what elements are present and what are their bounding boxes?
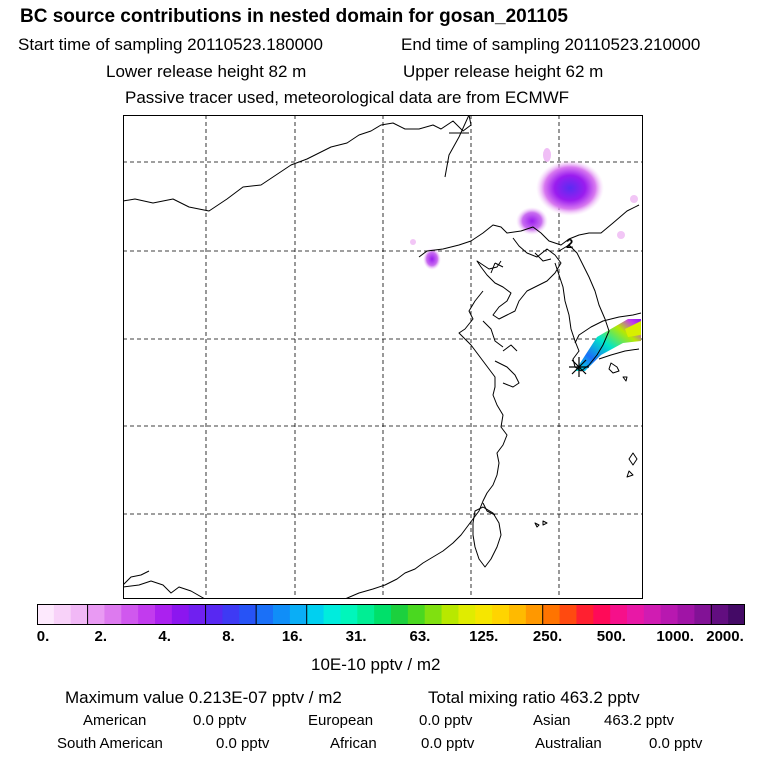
colorbar-cell [104, 604, 122, 625]
colorbar-tick-label: 31. [345, 628, 367, 645]
colorbar-cell [171, 604, 190, 625]
south-american-value: 0.0 pptv [216, 735, 270, 752]
colorbar-cell [323, 604, 341, 625]
south-american-label: South American [57, 735, 163, 752]
colorbar-cell [576, 604, 594, 625]
lower-release-label: Lower release height 82 m [106, 62, 307, 81]
colorbar-tick-label: 125. [469, 628, 499, 645]
colorbar-cell [188, 604, 207, 625]
african-value: 0.0 pptv [421, 735, 475, 752]
colorbar-cell [643, 604, 662, 625]
colorbar-cell [70, 604, 89, 625]
colorbar-cell [525, 604, 544, 625]
colorbar-cell [306, 604, 325, 625]
colorbar-tick-label: 8. [222, 628, 235, 645]
coastline [123, 115, 642, 599]
colorbar-cell [289, 604, 308, 625]
australian-label: Australian [535, 735, 602, 752]
colorbar-cell [53, 604, 72, 625]
colorbar-cell [273, 604, 291, 625]
colorbar-cell [559, 604, 577, 625]
colorbar-cell [121, 604, 139, 625]
colorbar-tick-label: 2000. [706, 628, 744, 645]
colorbar-cell [87, 604, 105, 625]
colorbar-cell [340, 604, 358, 625]
colorbar-tick-label: 2. [94, 628, 108, 645]
colorbar-cell [407, 604, 426, 625]
colorbar-cell [374, 604, 392, 625]
total-mixing-ratio: Total mixing ratio 463.2 pptv [428, 688, 640, 707]
colorbar-cell [475, 604, 493, 625]
colorbar-cell [677, 604, 695, 625]
colorbar-tick-label: 16. [281, 628, 303, 645]
start-time-label: Start time of sampling 20110523.180000 [18, 35, 323, 54]
colorbar-cell [660, 604, 679, 625]
colorbar-tick-label: 63. [409, 628, 431, 645]
african-label: African [330, 735, 377, 752]
colorbar-cell [37, 604, 55, 625]
colorbar-cell [424, 604, 443, 625]
european-label: European [308, 712, 374, 729]
receptor-marker [569, 357, 589, 377]
colorbar-tick-label: 250. [532, 628, 563, 645]
colorbar-cell [509, 604, 527, 625]
american-label: American [83, 712, 147, 729]
colorbar-cell [391, 604, 409, 625]
european-value: 0.0 pptv [419, 712, 473, 729]
colorbar-cell [627, 604, 645, 625]
colorbar-tick-label: 0. [36, 628, 50, 645]
marker-label: 2 [566, 236, 573, 251]
colorbar-cell [694, 604, 712, 625]
plot-title: BC source contributions in nested domain… [20, 6, 568, 27]
colorbar-cell [610, 604, 628, 625]
colorbar-cell [492, 604, 510, 625]
tracer-note: Passive tracer used, meteorological data… [125, 88, 570, 107]
colorbar-cell [155, 604, 173, 625]
american-value: 0.0 pptv [193, 712, 247, 729]
colorbar-tick-label: 500. [596, 628, 626, 645]
end-time-label: End time of sampling 20110523.210000 [401, 35, 701, 54]
colorbar-cell [593, 604, 611, 625]
asian-value: 463.2 pptv [604, 712, 675, 729]
max-value-label: Maximum value 0.213E-07 pptv / m2 [65, 688, 342, 707]
australian-value: 0.0 pptv [649, 735, 703, 752]
colorbar-cell [239, 604, 257, 625]
colorbar-unit: 10E-10 pptv / m2 [311, 655, 441, 674]
colorbar [37, 604, 745, 625]
colorbar-cell [441, 604, 459, 625]
asian-label: Asian [533, 712, 571, 729]
colorbar-cell [458, 604, 476, 625]
colorbar-tick-label: 1000. [656, 628, 694, 645]
colorbar-cell [222, 604, 240, 625]
colorbar-cell [711, 604, 729, 625]
map-panel: 2 [123, 115, 643, 599]
colorbar-cell [357, 604, 375, 625]
colorbar-cell [205, 604, 223, 625]
colorbar-cell [728, 604, 745, 625]
colorbar-cell [256, 604, 274, 625]
colorbar-tick-label: 4. [158, 628, 171, 645]
upper-release-label: Upper release height 62 m [403, 62, 604, 81]
tracer-plume [410, 148, 641, 371]
colorbar-cell [542, 604, 561, 625]
colorbar-cell [138, 604, 156, 625]
